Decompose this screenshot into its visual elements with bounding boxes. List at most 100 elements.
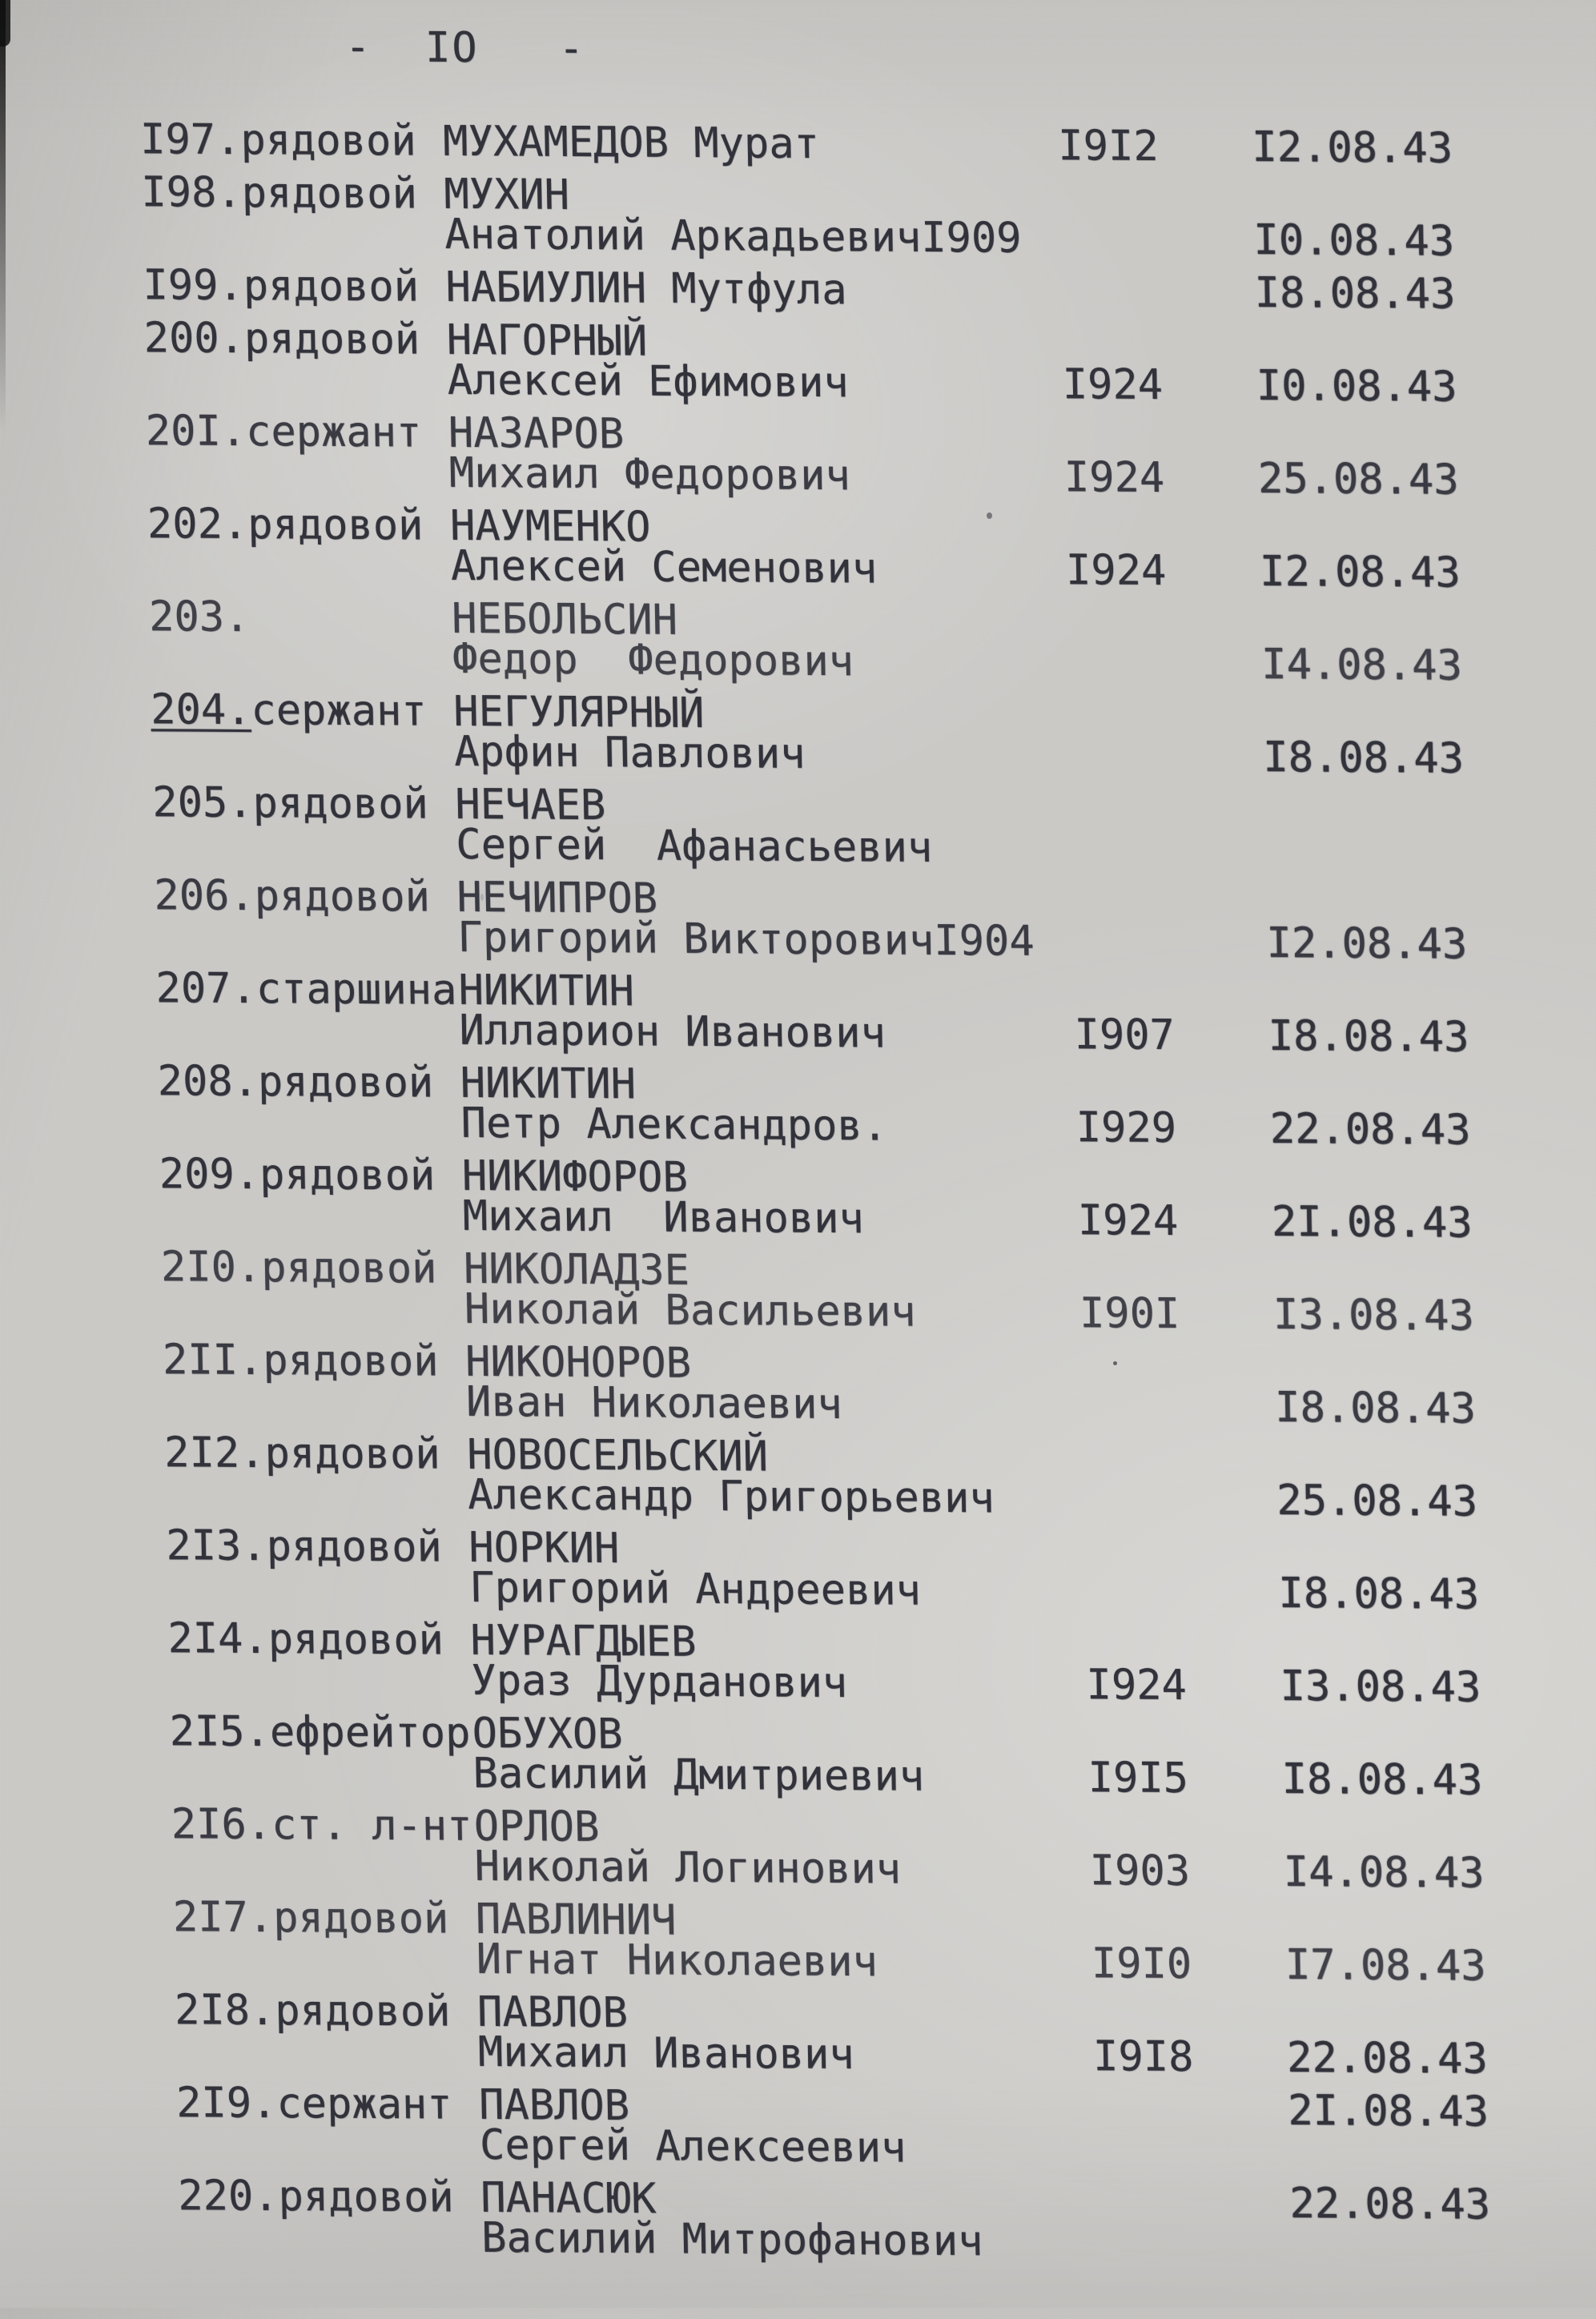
entry-rank: рядовой: [254, 872, 431, 922]
roster-row: 2I9.сержант ПАВЛОВ Сергей Алексеевич 2I.…: [38, 2079, 1596, 2173]
entry-number: 207.: [155, 964, 257, 1014]
entry-patronymic-line: Сергей Алексеевич: [479, 2120, 907, 2172]
entry-name-block: МУХИН Анатолий АркадьевичI909: [444, 171, 1022, 263]
entry-date: I0.08.43: [1252, 215, 1455, 266]
entry-name-block: МУХАМЕДОВ Мурат: [442, 117, 820, 169]
roster-row: 2I4.рядовой НУРАГДЫЕВ Ураз Дурданович I9…: [30, 1614, 1596, 1712]
entry-patronymic-line: Петр Александров.: [460, 1099, 888, 1151]
entry-rank: ефрейтор: [269, 1708, 471, 1758]
entry-rank: сержант: [250, 686, 428, 736]
entry-name-block: ОРЛОВ Николай Логинович: [473, 1803, 901, 1894]
entry-number: 2I0.: [160, 1243, 262, 1292]
entry-patronymic-line: Василий Дмитриевич: [472, 1749, 925, 1801]
roster-row: 20I.сержант НАЗАРОВ Михаил Федорович I92…: [7, 407, 1596, 504]
entry-number: 204.: [150, 685, 252, 735]
roster-row: 2I5.ефрейтор ОБУХОВ Василий Дмитриевич I…: [31, 1707, 1596, 1804]
entry-rank: рядовой: [243, 262, 420, 311]
roster-row: 2I6.ст. л-нт ОРЛОВ Николай Логинович I90…: [33, 1800, 1596, 1897]
entry-name-block: НИКИФОРОВ Михаил Иванович: [461, 1152, 864, 1243]
entry-date: I8.08.43: [1254, 268, 1456, 319]
entry-number: 220.: [177, 2172, 279, 2221]
entry-rank: сержант: [245, 408, 422, 457]
entry-rank: рядовой: [252, 779, 429, 829]
entry-name-block: НАУМЕНКО Алексей Семенович: [449, 502, 878, 593]
entry-number: I98.: [140, 168, 243, 218]
entry-number: 2II.: [162, 1336, 263, 1385]
entry-patronymic-line: Григорий ВикторовичI904: [456, 913, 1035, 966]
entry-number: 2I6.: [171, 1800, 272, 1850]
entry-number: 2I4.: [167, 1614, 269, 1664]
entry-date: I2.08.43: [1266, 918, 1468, 969]
entry-patronymic-line: Григорий Андреевич: [468, 1563, 922, 1615]
entry-rank: рядовой: [259, 1151, 436, 1200]
entry-name-block: НАБИУЛИН Мутфула: [445, 263, 847, 314]
entry-rank: рядовой: [277, 2172, 455, 2222]
entry-rank: сержант: [275, 2080, 453, 2129]
entry-rank: рядовой: [266, 1522, 443, 1572]
entry-name-block: ПАВЛОВ Сергей Алексеевич: [479, 2081, 907, 2172]
roster-row: 202.рядовой НАУМЕНКО Алексей Семенович I…: [10, 500, 1596, 597]
entry-birth-year: I924: [1063, 453, 1165, 503]
entry-number: 2I9.: [175, 2079, 277, 2128]
entry-patronymic-line: Василий Митрофанович: [480, 2213, 983, 2266]
entry-number: I99.: [142, 261, 244, 311]
entry-rank: рядовой: [243, 315, 420, 364]
entry-rank: старшина: [255, 965, 457, 1015]
entry-date: I3.08.43: [1272, 1290, 1475, 1340]
entry-number: 202.: [147, 500, 248, 549]
entry-name-block: НУРАГДЫЕВ Ураз Дурданович: [470, 1617, 848, 1707]
entry-birth-year: I924: [1077, 1196, 1179, 1246]
entry-surname-line: МУХАМЕДОВ Мурат: [442, 117, 820, 169]
entry-name-block: ОБУХОВ Василий Дмитриевич: [472, 1710, 925, 1801]
roster-row: 207.старшина НИКИТИН Илларион Иванович I…: [18, 964, 1596, 1062]
roster-row: 209.рядовой НИКИФОРОВ Михаил Иванович I9…: [21, 1150, 1596, 1248]
entry-number: 209.: [159, 1150, 260, 1200]
entry-number: 2I2.: [163, 1429, 266, 1478]
roster-row: 208.рядовой НИКИТИН Петр Александров. I9…: [19, 1057, 1596, 1155]
entry-number: 208.: [157, 1057, 259, 1107]
entry-date: I3.08.43: [1280, 1662, 1481, 1712]
entry-birth-year: I90I: [1079, 1289, 1180, 1339]
entry-date: I8.08.43: [1268, 1011, 1469, 1062]
entry-name-block: НОРКИН Григорий Андреевич: [468, 1524, 922, 1615]
roster-row: I99.рядовой НАБИУЛИН Мутфула I8.08.43: [5, 261, 1596, 319]
ink-speck: [1113, 1361, 1117, 1365]
entry-date: I0.08.43: [1256, 361, 1457, 412]
entry-rank: рядовой: [257, 1058, 434, 1107]
entry-date: I8.08.43: [1262, 733, 1465, 783]
entry-name-block: НИКИТИН Илларион Иванович: [458, 967, 886, 1058]
entry-patronymic-line: Алексей Семенович: [450, 541, 878, 593]
page-number: - IO -: [344, 23, 586, 74]
entry-date: I8.08.43: [1274, 1383, 1477, 1433]
entry-date: 22.08.43: [1286, 2033, 1489, 2084]
entry-birth-year: I924: [1086, 1661, 1188, 1710]
entry-name-block: НОВОСЕЛЬСКИЙ Александр Григорьевич: [467, 1431, 995, 1523]
entry-number: 20I.: [145, 407, 247, 456]
entry-rank: рядовой: [274, 1987, 451, 2036]
entry-date: I2.08.43: [1251, 123, 1453, 173]
roster-row: 204.сержант НЕГУЛЯРНЫЙ Арфин Павлович I8…: [13, 685, 1596, 783]
entry-date: 2I.08.43: [1271, 1197, 1473, 1248]
entry-name-block: ПАВЛОВ Михаил Иванович: [477, 1988, 855, 2079]
roster-row: 2I0.рядовой НИКОЛАДЗЕ Николай Васильевич…: [23, 1243, 1596, 1340]
roster-row: 2II.рядовой НИКОНОРОВ Иван Николаевич I8…: [25, 1336, 1596, 1433]
entry-rank: рядовой: [272, 1894, 449, 1943]
entry-name-block: НЕГУЛЯРНЫЙ Арфин Павлович: [453, 688, 806, 778]
entry-patronymic-line: Илларион Иванович: [459, 1006, 886, 1058]
entry-date: 22.08.43: [1269, 1104, 1471, 1155]
entry-date: I7.08.43: [1284, 1940, 1487, 1991]
entry-name-block: НИКОЛАДЗЕ Николай Васильевич: [463, 1245, 916, 1336]
entry-patronymic-line: Сергей Афанасьевич: [455, 820, 933, 872]
entry-date: I2.08.43: [1259, 547, 1461, 597]
entry-date: 2I.08.43: [1287, 2086, 1489, 2136]
roster-row: 205.рядовой НЕЧАЕВ Сергей Афанасьевич: [14, 778, 1596, 873]
entry-patronymic-line: Федор Федорович: [452, 634, 854, 686]
entry-number: 2I3.: [165, 1521, 267, 1571]
entry-birth-year: I903: [1089, 1847, 1191, 1896]
entry-birth-year: I924: [1062, 360, 1164, 410]
entry-name-block: НАЗАРОВ Михаил Федорович: [448, 409, 850, 500]
entry-name-block: ПАНАСЮК Василий Митрофанович: [480, 2174, 983, 2266]
roster-row: 200.рядовой НАГОРНЫЙ Алексей Ефимович I9…: [6, 314, 1596, 412]
entry-birth-year: I924: [1065, 546, 1167, 596]
